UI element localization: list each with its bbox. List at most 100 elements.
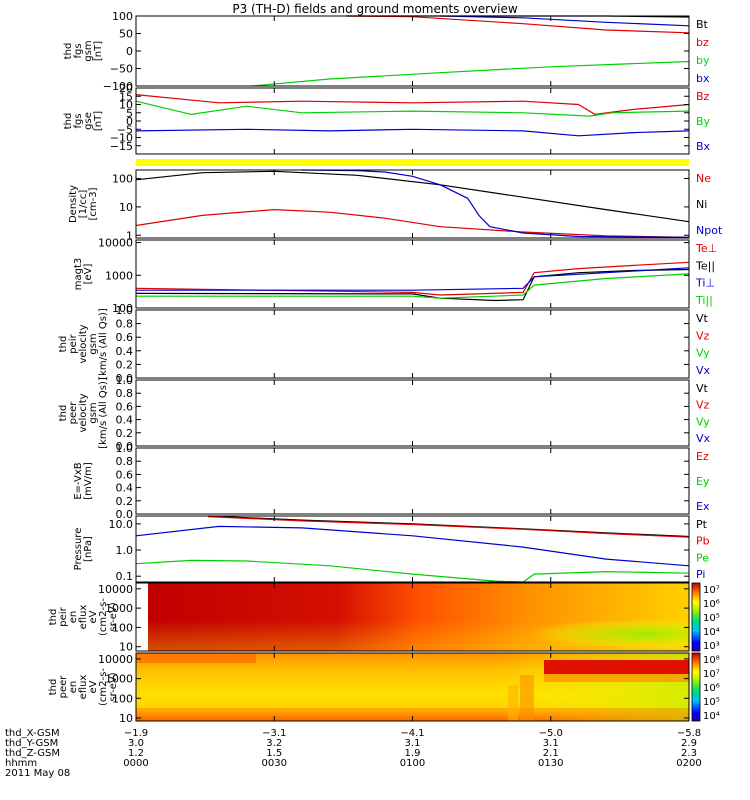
- y-tick-label: 0.8: [116, 318, 134, 331]
- y-tick-label: 50: [119, 28, 133, 41]
- colorbar-tick-label: 10⁷: [703, 585, 720, 596]
- y-axis-title: Density [1/cc] [cm-3]: [68, 185, 99, 223]
- y-axis-title-line: E=-VxB: [73, 462, 84, 499]
- x-axis-value: −5.8: [677, 728, 701, 739]
- y-tick-label: 1000: [105, 602, 133, 615]
- y-tick-label: 100: [112, 621, 133, 634]
- y-axis-title-line: (cm2-s-: [98, 598, 109, 636]
- y-axis-title-line: sr-eV): [108, 602, 119, 631]
- panel-temperature: 10000 1000 100 magt3 [eV] Te⊥ Te|| Ti⊥ Ti||: [73, 237, 717, 315]
- panel-frame: [135, 379, 690, 447]
- legend-entry-density-2: Npot: [696, 224, 723, 237]
- series-line-temperature-1: [135, 268, 690, 302]
- y-axis-title: Pressure [nPa]: [73, 528, 94, 571]
- y-tick-label: 100: [112, 173, 133, 186]
- legend-entry-pressure-1: Pb: [696, 535, 710, 548]
- x-axis-value: 0100: [400, 758, 425, 769]
- y-tick-label: 10.0: [109, 518, 134, 531]
- x-axis-value: 1.5: [266, 748, 282, 759]
- y-tick-label: 0.4: [116, 414, 134, 427]
- y-tick-label: −5: [117, 123, 133, 136]
- x-axis-value: 0200: [676, 758, 701, 769]
- y-tick-label: 10000: [98, 653, 133, 666]
- y-axis-title-line: [nT]: [93, 111, 104, 131]
- y-axis-title-line: en: [68, 611, 79, 624]
- y-tick-label: 0.4: [116, 482, 134, 495]
- colorbar-tick-label: 10⁸: [703, 655, 720, 666]
- legend-entry-fgs-gse-0: Bz: [696, 90, 710, 103]
- y-axis-title-line: sr-eV): [108, 672, 119, 701]
- page-title: P3 (TH-D) fields and ground moments over…: [232, 2, 517, 16]
- y-axis-title-line: gsm: [88, 402, 99, 423]
- panel-frame: [135, 309, 690, 379]
- colorbar-tick-label: 10³: [703, 641, 720, 652]
- legend-entry-fgs-gse-2: Bx: [696, 140, 711, 153]
- x-axis-value: −1.9: [124, 728, 148, 739]
- panel-frame: [135, 447, 690, 515]
- y-axis-title-line: en: [68, 681, 79, 694]
- x-axis-value: 0000: [123, 758, 148, 769]
- y-axis-title-line: eV: [88, 610, 99, 623]
- y-axis-title-line: [eV]: [83, 264, 94, 285]
- y-axis-title-line: fgs: [73, 113, 84, 128]
- y-axis-title-line: peir: [58, 606, 69, 626]
- y-tick-label: 0.6: [116, 468, 134, 481]
- legend-entry-temperature-3: Ti||: [695, 294, 713, 307]
- y-axis-title-line: [nT]: [93, 41, 104, 61]
- y-axis-title-line: thd: [58, 405, 69, 422]
- date-label: 2011 May 08: [5, 768, 70, 779]
- series-line-fgs-gse-2: [135, 128, 690, 137]
- status-bar: [136, 159, 689, 166]
- y-axis-title: thd fgs gse [nT]: [63, 111, 104, 131]
- colorbar-tick-label: 10⁵: [703, 697, 720, 708]
- x-axis-value: −5.0: [539, 728, 563, 739]
- legend-entry-pressure-3: Pi: [696, 568, 705, 581]
- series-line-density-1: [135, 170, 690, 223]
- series-line-fgs-gse-1: [135, 100, 690, 117]
- y-axis-title-line: thd: [48, 679, 59, 696]
- y-tick-label: 1.0: [116, 374, 134, 387]
- colorbar-tick-label: 10⁴: [703, 711, 720, 722]
- x-axis-value: 1.9: [405, 748, 421, 759]
- y-tick-label: 0.0: [116, 440, 134, 453]
- y-tick-label: 0: [126, 115, 133, 128]
- y-axis-title-line: [nPa]: [83, 536, 94, 562]
- y-tick-label: 100: [112, 692, 133, 705]
- y-tick-label: 5: [126, 107, 133, 120]
- y-axis-title-line: velocity: [78, 324, 89, 363]
- y-axis-title-line: peer: [68, 401, 79, 425]
- legend-entry-peer-velocity-2: Vy: [696, 415, 710, 428]
- y-tick-label: 10: [119, 99, 133, 112]
- y-tick-label: 1.0: [116, 442, 134, 455]
- colorbar-tick-label: 10⁴: [703, 627, 720, 638]
- x-axis-value: 2.1: [543, 748, 559, 759]
- x-axis-value: 3.2: [266, 738, 282, 749]
- panel-frame: [135, 169, 690, 239]
- y-axis-title-line: thd: [63, 43, 74, 60]
- series-line-fgs-gsm-3: [440, 15, 690, 27]
- legend-entry-peir-velocity-3: Vx: [696, 364, 711, 377]
- legend-entry-fgs-gsm-2: by: [696, 54, 710, 67]
- x-axis-row-label: thd_Y-GSM: [5, 738, 58, 749]
- series-line-density-0: [135, 208, 690, 238]
- series-line-temperature-3: [136, 273, 690, 299]
- y-axis-title-line: thd: [63, 113, 74, 130]
- legend-entry-density-0: Ne: [696, 172, 711, 185]
- y-axis-title-line: velocity: [78, 393, 89, 432]
- legend-entry-pressure-0: Pt: [696, 518, 708, 531]
- y-axis-title: magt3 [eV]: [73, 258, 94, 291]
- y-tick-label: 0.0: [116, 508, 134, 521]
- legend-entry-fgs-gsm-0: Bt: [696, 18, 709, 31]
- y-axis-title: thd fgs gsm [nT]: [63, 40, 104, 61]
- y-axis-title-line: gse: [83, 112, 94, 130]
- x-axis-value: 3.0: [128, 738, 144, 749]
- x-axis-value: 1.2: [128, 748, 144, 759]
- panel-frame: [135, 87, 690, 155]
- series-line-temperature-2: [136, 267, 690, 291]
- y-axis-title-line: [1/cc]: [78, 190, 89, 219]
